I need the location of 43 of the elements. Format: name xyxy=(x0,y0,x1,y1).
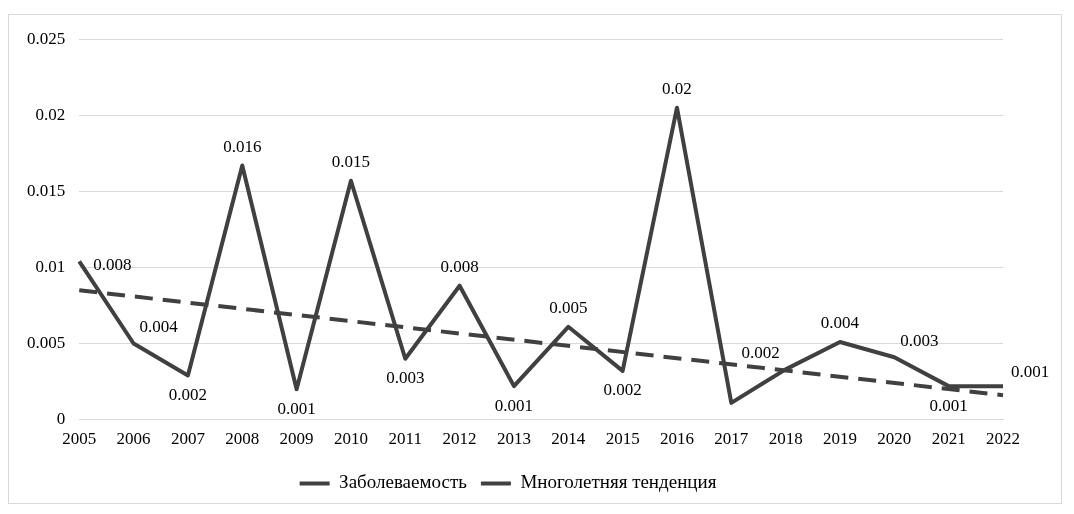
x-tick-label: 2017 xyxy=(714,429,749,449)
y-tick-label: 0.005 xyxy=(27,332,66,352)
y-tick-label: 0 xyxy=(56,409,66,429)
annotation: 0.003 xyxy=(386,368,425,388)
x-tick-label: 2013 xyxy=(496,429,531,449)
x-tick-label: 2012 xyxy=(442,429,477,449)
x-tick-label: 2011 xyxy=(388,429,422,449)
x-tick-label: 2019 xyxy=(822,429,857,449)
x-tick-label: 2022 xyxy=(986,429,1020,449)
annotation: 0.001 xyxy=(494,395,534,415)
legend-label: Заболеваемость xyxy=(339,471,468,493)
annotation: 0.002 xyxy=(603,380,642,400)
x-tick-label: 2021 xyxy=(931,429,966,449)
annotation: 0.008 xyxy=(440,257,479,277)
annotation: 0.002 xyxy=(168,384,208,404)
x-tick-label: 2005 xyxy=(62,429,97,449)
x-tick-label: 2014 xyxy=(551,429,586,449)
x-tick-label: 2018 xyxy=(768,429,803,449)
x-tick-label: 2010 xyxy=(333,429,368,449)
annotation: 0.005 xyxy=(549,298,588,318)
annotation: 0.003 xyxy=(900,330,939,350)
y-tick-label: 0.02 xyxy=(35,104,66,124)
annotation: 0.004 xyxy=(139,316,179,336)
annotation: 0.004 xyxy=(820,313,860,333)
x-tick-label: 2006 xyxy=(116,429,151,449)
annotation: 0.001 xyxy=(929,395,968,415)
legend-label: Многолетняя тенденция xyxy=(520,471,717,493)
x-tick-label: 2009 xyxy=(279,429,314,449)
annotation: 0.001 xyxy=(277,398,316,418)
annotation: 0.002 xyxy=(741,342,780,362)
x-tick-label: 2016 xyxy=(659,429,694,449)
annotation: 0.02 xyxy=(662,79,692,99)
annotation: 0.008 xyxy=(93,254,132,274)
y-tick-label: 0.025 xyxy=(27,28,66,48)
x-tick-label: 2008 xyxy=(225,429,260,449)
annotation: 0.016 xyxy=(223,136,262,156)
x-tick-label: 2007 xyxy=(170,429,206,449)
annotation: 0.015 xyxy=(331,152,371,172)
annotation: 0.001 xyxy=(1011,361,1050,381)
y-tick-label: 0.01 xyxy=(35,256,66,276)
x-tick-label: 2020 xyxy=(877,429,912,449)
x-tick-label: 2015 xyxy=(605,429,640,449)
y-tick-label: 0.015 xyxy=(27,180,66,200)
